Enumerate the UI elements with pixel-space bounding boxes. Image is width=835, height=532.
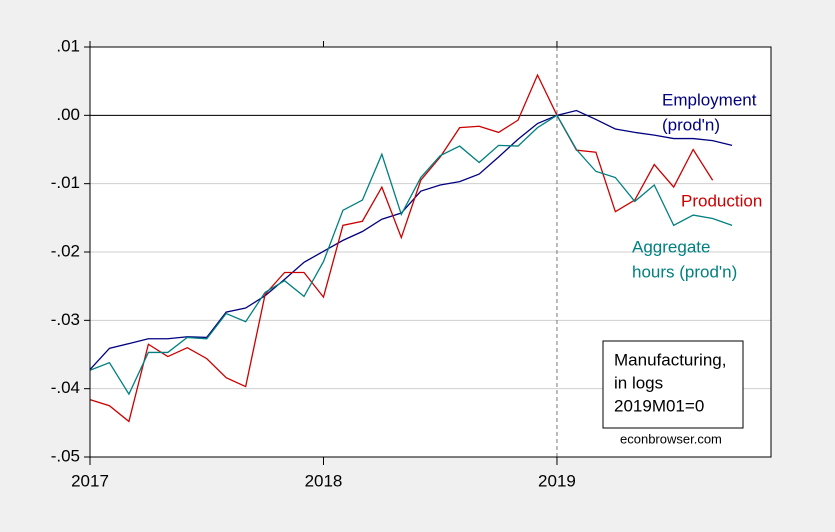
y-tick-label: .01 [56, 36, 80, 55]
series-label: hours (prod'n) [632, 262, 737, 281]
y-tick-label: -.03 [51, 310, 80, 329]
series-line [89, 73, 714, 423]
note-text: in logs [614, 373, 663, 392]
y-tick-label: -.02 [51, 241, 80, 260]
series-label: Employment [662, 90, 757, 109]
note-text: Manufacturing, [614, 350, 726, 369]
y-tick-label: -.05 [51, 446, 80, 465]
frame [89, 46, 772, 458]
series-label: (prod'n) [662, 115, 720, 134]
series-label: Production [681, 191, 762, 210]
series-line [89, 109, 733, 370]
y-tick-label: -.01 [51, 173, 80, 192]
note-box [602, 340, 744, 429]
y-tick-label: -.04 [51, 378, 80, 397]
y-tick-label: .00 [56, 105, 80, 124]
note-text: 2019M01=0 [614, 396, 704, 415]
x-tick-label: 2017 [71, 471, 109, 490]
x-tick-label: 2019 [538, 471, 576, 490]
source: econbrowser.com [620, 431, 722, 446]
series-line [89, 114, 733, 396]
x-tick-label: 2018 [305, 471, 343, 490]
series-label: Aggregate [632, 237, 710, 256]
